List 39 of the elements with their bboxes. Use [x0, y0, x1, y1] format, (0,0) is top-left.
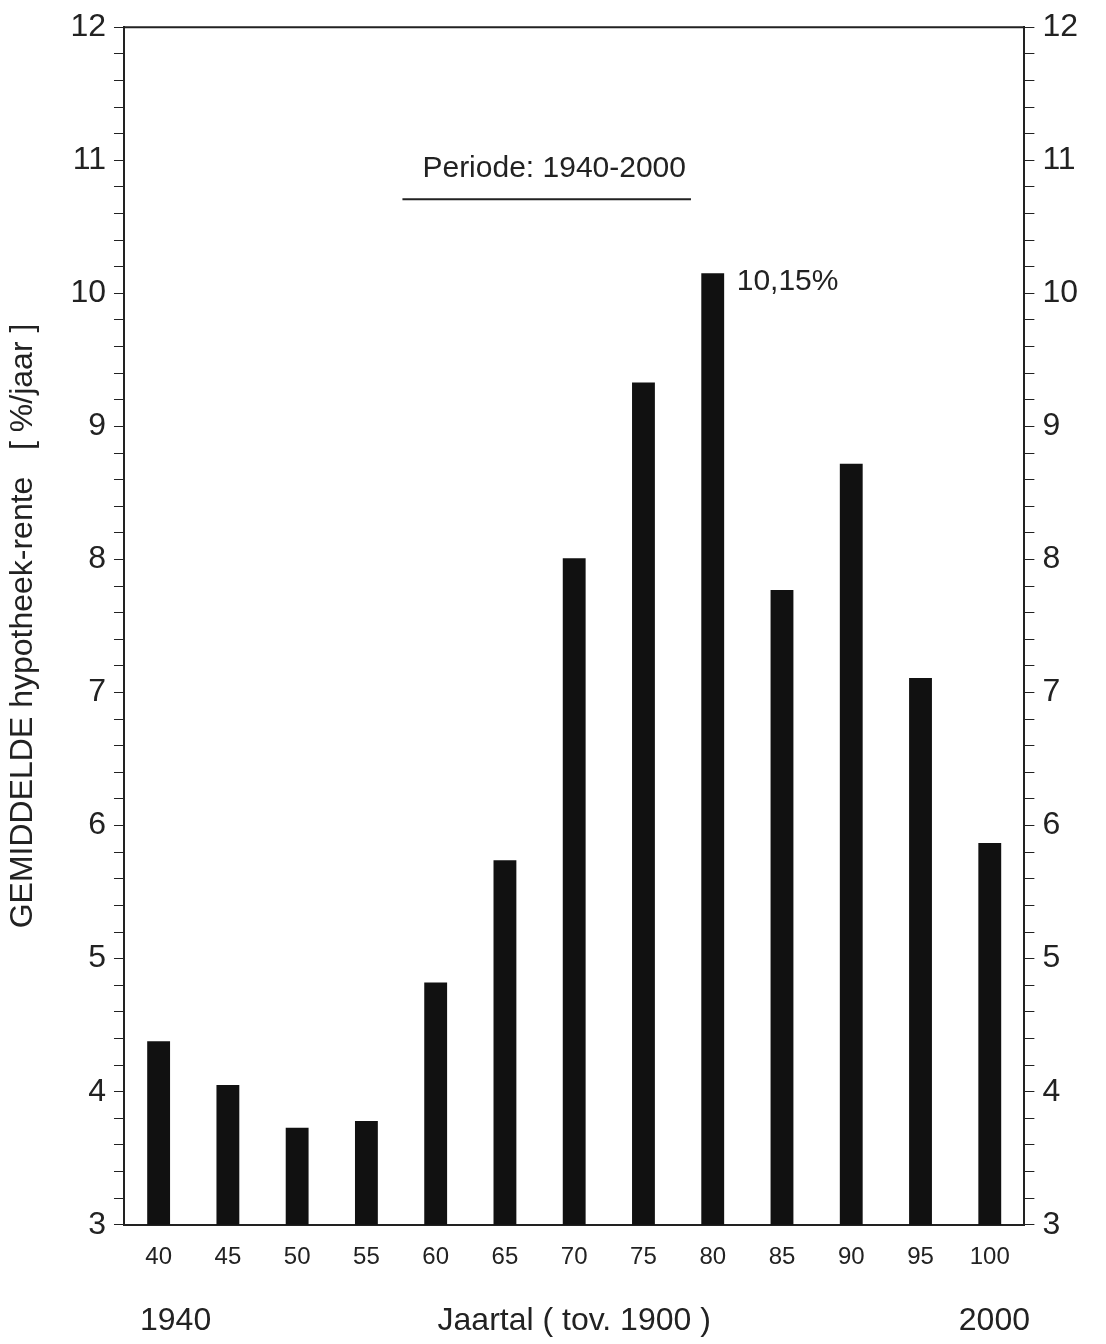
y-tick-label: 9 — [88, 406, 106, 443]
x-tick-label: 60 — [422, 1241, 450, 1269]
x-tick-label: 55 — [353, 1241, 380, 1269]
y-tick-label: 8 — [88, 539, 106, 576]
y-axis-title: GEMIDDELDE hypotheek-rente [ %/jaar ] — [3, 323, 40, 929]
y-tick-label: 7 — [88, 672, 106, 709]
y2-tick-label: 10 — [1042, 273, 1078, 310]
y-tick-label: 10 — [70, 273, 106, 310]
y2-tick-label: 9 — [1042, 406, 1061, 443]
annotation: 10,15% — [736, 262, 839, 296]
x-tick-label: 45 — [214, 1241, 242, 1269]
text: Periode: 1940-2000 — [422, 150, 686, 184]
x-tick-label: 70 — [560, 1241, 588, 1269]
y-tick-label: 5 — [88, 938, 106, 975]
y2-tick-label: 11 — [1042, 140, 1076, 177]
x-tick-label: 75 — [630, 1241, 657, 1269]
x-tick-label: 100 — [969, 1241, 1010, 1269]
x-tick-label: 80 — [699, 1241, 727, 1269]
y2-tick-label: 3 — [1042, 1204, 1061, 1241]
x-axis-title: Jaartal ( tov. 1900 ) — [437, 1300, 711, 1337]
y-tick-label: 11 — [72, 140, 106, 177]
y2-tick-label: 6 — [1042, 805, 1061, 842]
y2-tick-label: 8 — [1042, 539, 1061, 576]
y2-tick-label: 5 — [1042, 938, 1061, 975]
x-tick-label: 85 — [768, 1241, 796, 1269]
y-tick-label: 6 — [88, 805, 106, 842]
text: 1940 — [140, 1301, 212, 1337]
y2-tick-label: 7 — [1042, 672, 1061, 709]
y2-tick-label: 12 — [1042, 7, 1078, 44]
y-tick-label: 12 — [70, 7, 106, 44]
x-tick-label: 90 — [837, 1241, 865, 1269]
y2-tick-label: 4 — [1042, 1071, 1061, 1108]
x-tick-label: 40 — [145, 1241, 172, 1269]
x-tick-label: 95 — [907, 1241, 934, 1269]
text: 2000 — [958, 1301, 1030, 1337]
x-tick-label: 50 — [283, 1241, 311, 1269]
x-tick-label: 65 — [491, 1241, 519, 1269]
y-tick-label: 4 — [88, 1071, 106, 1108]
y-tick-label: 3 — [88, 1204, 106, 1241]
